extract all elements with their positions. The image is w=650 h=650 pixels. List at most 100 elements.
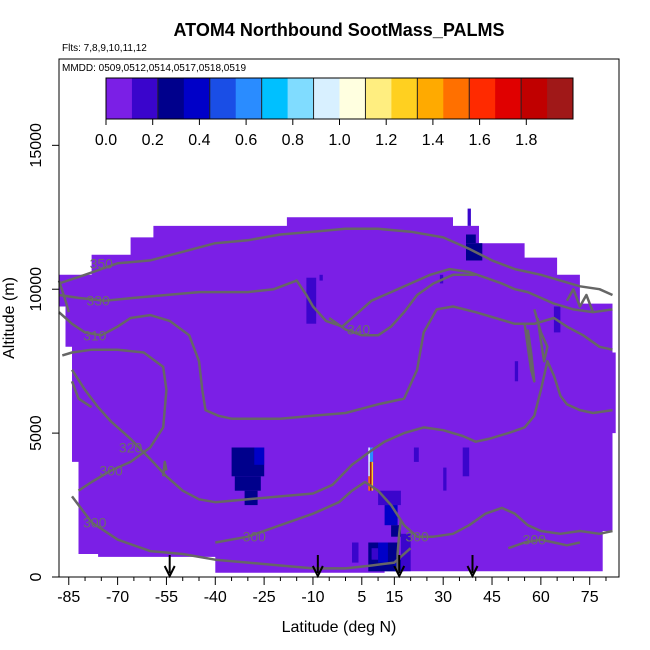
contour-label-2: 340: [347, 322, 371, 338]
heatmap-cell-11: [378, 490, 401, 506]
chart-title: ATOM4 Northbound SootMass_PALMS: [174, 20, 505, 40]
heatmap-cell-12: [384, 505, 398, 526]
heatmap-cell-1: [234, 476, 261, 491]
heatmap-cell-21: [443, 467, 447, 491]
flight-arrow-0: [163, 555, 176, 579]
colorbar-tick-label-7: 1.4: [422, 132, 444, 149]
heatmap-cell-22: [462, 447, 470, 477]
y-tick-label-2: 10000: [28, 267, 45, 312]
contour-line-15: [565, 287, 595, 313]
contour-line-11: [396, 519, 403, 572]
heatmap-cell-29: [319, 274, 323, 281]
heatmap-cell-17: [352, 542, 359, 563]
heatmap-cell-13: [391, 525, 401, 537]
colorbar-swatch-4: [209, 78, 237, 119]
contour-line-0: [58, 227, 614, 297]
colorbar-swatch-13: [443, 78, 470, 119]
colorbar-tick-label-4: 0.8: [282, 132, 304, 149]
y-tick-label-0: 0: [28, 572, 45, 581]
colorbar-swatch-17: [547, 78, 574, 119]
contour-line-9: [70, 359, 613, 504]
contour-label-5: 300: [83, 514, 107, 530]
x-tick-label-3: -40: [204, 589, 227, 606]
contour-label-1: 330: [86, 293, 110, 309]
colorbar-swatch-5: [235, 78, 263, 119]
contour-line-16: [57, 280, 71, 313]
y-axis-label: Altitude (m): [1, 277, 18, 359]
heatmap-cell-16: [371, 548, 379, 560]
y-axis: 0 5000 10000 15000: [28, 123, 59, 581]
x-tick-label-1: -70: [106, 589, 129, 606]
flight-arrows: [163, 555, 479, 579]
x-tick-label-11: 75: [581, 589, 599, 606]
dates-subtitle: MMDD: 0509,0512,0514,0517,0518,0519: [62, 63, 246, 74]
x-tick-label-2: -55: [155, 589, 178, 606]
colorbar-swatch-8: [313, 78, 340, 119]
x-tick-label-10: 60: [532, 589, 550, 606]
contour-line-4: [61, 348, 168, 492]
heatmap-cell-5: [369, 447, 374, 462]
heatmap-cell-15: [378, 542, 388, 563]
colorbar-swatch-1: [131, 78, 159, 119]
plot-frame: [58, 58, 620, 578]
contour-label-7: 300: [523, 532, 547, 548]
x-tick-label-9: 45: [483, 589, 501, 606]
heatmap-cell-7: [369, 461, 372, 491]
x-tick-label-6: 5: [357, 589, 366, 606]
heatmap-cell-25: [467, 208, 471, 226]
heatmap-cell-10: [373, 447, 377, 491]
x-tick-label-7: 15: [385, 589, 403, 606]
heatmap-cell-28: [514, 361, 519, 382]
x-tick-label-8: 30: [434, 589, 452, 606]
x-tick-label-4: -25: [253, 589, 276, 606]
colorbar-tick-label-6: 1.2: [375, 132, 397, 149]
heatmap-field: [59, 217, 616, 573]
contour-label-4: 300: [99, 463, 123, 479]
colorbar-swatch-3: [183, 78, 211, 119]
y-tick-label-3: 15000: [28, 123, 45, 168]
contour-label-0: 350: [90, 255, 114, 271]
contour-lines: 350 330 340 310 300 300 300 300 300 320: [57, 227, 614, 572]
contour-line-13: [533, 309, 549, 363]
colorbar-tick-label-2: 0.4: [188, 132, 210, 149]
contour-line-2: [328, 273, 476, 337]
flight-arrow-1: [311, 555, 324, 579]
colorbar-swatch-14: [469, 78, 496, 119]
colorbar-swatch-9: [339, 78, 366, 119]
heatmap-cell-3: [254, 447, 265, 465]
colorbar-tick-label-5: 1.0: [328, 132, 350, 149]
colorbar-tick-label-9: 1.8: [515, 132, 537, 149]
contour-line-5: [71, 495, 412, 570]
x-tick-label-0: -85: [57, 589, 80, 606]
contour-line-3: [58, 305, 613, 420]
heatmap-cell-20: [413, 447, 419, 462]
colorbar-tick-label-8: 1.6: [468, 132, 490, 149]
flights-subtitle: Flts: 7,8,9,10,11,12: [62, 43, 147, 54]
contour-line-12: [161, 460, 168, 477]
colorbar-swatch-10: [365, 78, 392, 119]
colorbar: 0.0 0.2 0.4 0.6 0.8 1.0 1.2 1.4 1.6 1.8: [95, 77, 574, 149]
y-tick-label-1: 5000: [28, 415, 45, 451]
contour-label-8: 300: [405, 529, 429, 545]
sampled-region: [59, 217, 616, 573]
colorbar-swatch-2: [157, 78, 185, 119]
contour-label-6: 300: [243, 529, 267, 545]
contour-line-1: [58, 267, 613, 328]
heatmap-cell-4: [306, 277, 317, 324]
contour-line-7: [507, 538, 581, 550]
colorbar-swatch-12: [417, 78, 444, 119]
x-axis: -85 -70 -55 -40 -25 -10 5 15 30 45 60 75: [57, 577, 607, 606]
colorbar-swatch-0: [106, 78, 133, 119]
colorbar-tick-label-0: 0.0: [95, 132, 117, 149]
contour-label-9: 320: [119, 440, 143, 456]
contour-line-14: [523, 323, 536, 383]
heatmap-cell-8: [371, 461, 374, 491]
heatmap-cell-24: [466, 234, 476, 244]
flight-arrow-3: [466, 555, 479, 579]
flight-arrow-2: [393, 555, 406, 579]
colorbar-tick-label-1: 0.2: [142, 132, 164, 149]
colorbar-swatch-7: [287, 78, 315, 119]
colorbar-swatch-15: [495, 78, 522, 119]
x-tick-label-5: -10: [301, 589, 324, 606]
